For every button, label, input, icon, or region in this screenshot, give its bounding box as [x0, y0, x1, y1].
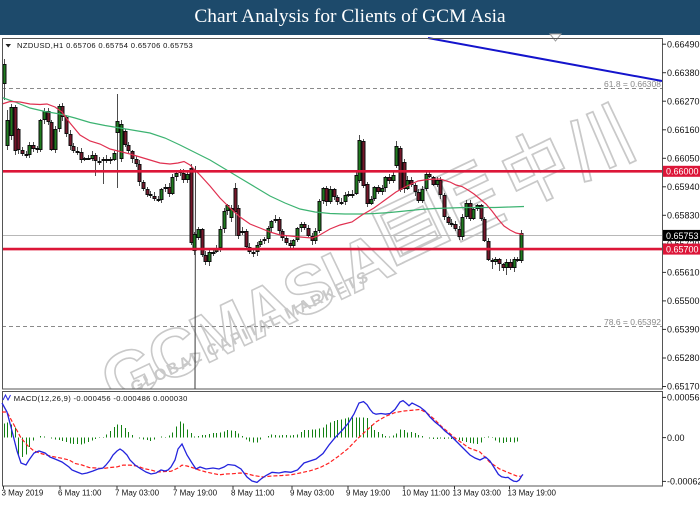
svg-text:9 May 19:00: 9 May 19:00 [346, 489, 391, 498]
svg-text:0.00056: 0.00056 [667, 393, 700, 403]
svg-text:0.65753: 0.65753 [666, 231, 699, 241]
svg-text:0.66000: 0.66000 [666, 167, 699, 177]
svg-text:7 May 03:00: 7 May 03:00 [115, 489, 160, 498]
svg-text:9 May 03:00: 9 May 03:00 [290, 489, 335, 498]
svg-text:13 May 19:00: 13 May 19:00 [508, 489, 557, 498]
svg-text:NZDUSD,H1 0.65706 0.65754 0.6: NZDUSD,H1 0.65706 0.65754 0.65706 0.6575… [17, 41, 193, 50]
svg-text:0.66490: 0.66490 [667, 39, 700, 49]
svg-text:0.66380: 0.66380 [667, 68, 700, 78]
svg-text:8 May 11:00: 8 May 11:00 [231, 489, 275, 498]
svg-text:0.65700: 0.65700 [666, 245, 699, 255]
svg-text:0.00: 0.00 [667, 433, 685, 443]
svg-text:Chart Analysis for Clients of: Chart Analysis for Clients of GCM Asia [194, 6, 506, 27]
svg-text:6 May 11:00: 6 May 11:00 [58, 489, 102, 498]
svg-text:78.6 = 0.65392: 78.6 = 0.65392 [604, 317, 661, 327]
svg-text:0.65170: 0.65170 [667, 382, 700, 392]
svg-text:0.65830: 0.65830 [667, 211, 700, 221]
svg-text:7 May 19:00: 7 May 19:00 [173, 489, 218, 498]
svg-text:61.8 = 0.66308: 61.8 = 0.66308 [604, 79, 661, 89]
svg-text:0.66270: 0.66270 [667, 96, 700, 106]
svg-text:0.65500: 0.65500 [667, 296, 700, 306]
svg-text:-0.000625: -0.000625 [667, 477, 700, 487]
svg-text:0.65280: 0.65280 [667, 353, 700, 363]
svg-text:10 May 11:00: 10 May 11:00 [402, 489, 450, 498]
svg-text:3 May 2019: 3 May 2019 [2, 489, 44, 498]
svg-text:13 May 03:00: 13 May 03:00 [453, 489, 502, 498]
svg-text:0.66050: 0.66050 [667, 154, 700, 164]
svg-text:0.65610: 0.65610 [667, 268, 700, 278]
svg-text:0.65390: 0.65390 [667, 325, 700, 335]
svg-text:0.65940: 0.65940 [667, 182, 700, 192]
svg-text:MACD(12,26,9) -0.000456 -0.000: MACD(12,26,9) -0.000456 -0.000486 0.0000… [14, 394, 188, 403]
svg-text:0.66160: 0.66160 [667, 125, 700, 135]
